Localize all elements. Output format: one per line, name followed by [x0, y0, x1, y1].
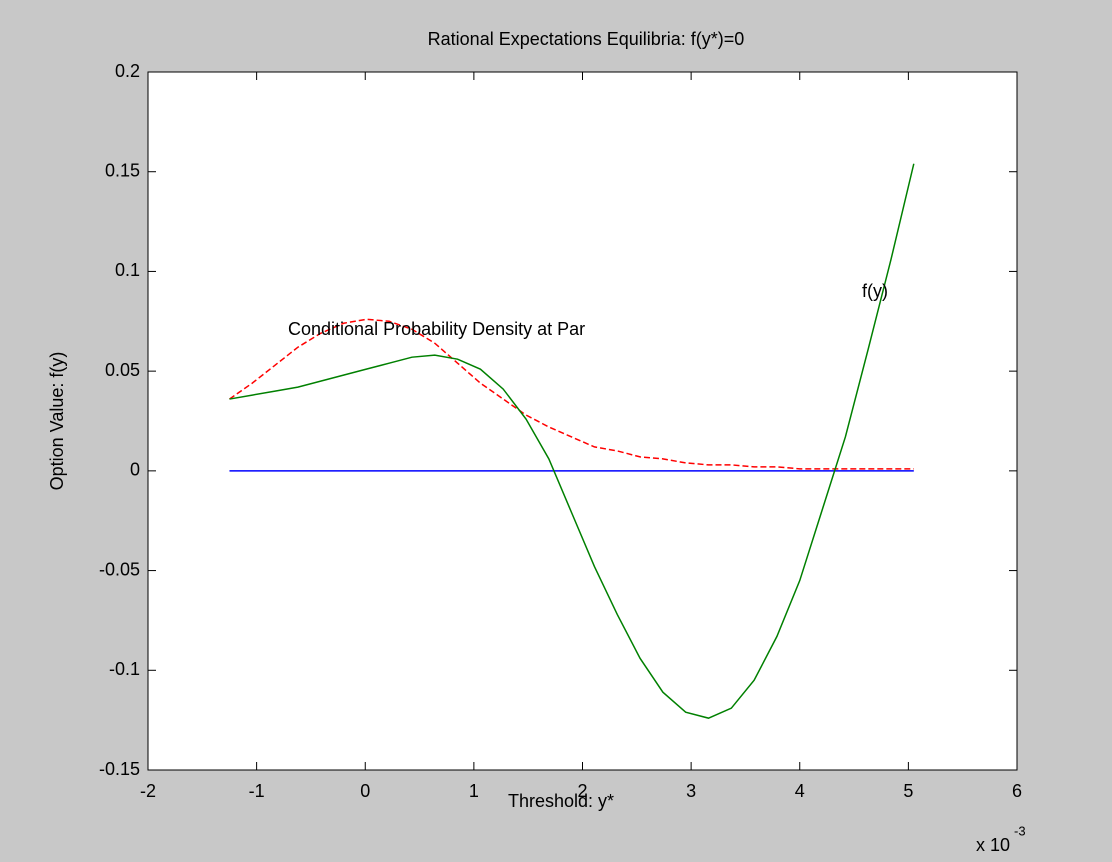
- x-tick-label: -2: [140, 781, 156, 801]
- x-tick-label: 0: [360, 781, 370, 801]
- x-tick-label: 6: [1012, 781, 1022, 801]
- x-tick-label: 1: [469, 781, 479, 801]
- y-tick-label: -0.15: [99, 759, 140, 779]
- y-tick-label: 0.1: [115, 260, 140, 280]
- y-tick-label: 0.2: [115, 61, 140, 81]
- x-tick-label: 3: [686, 781, 696, 801]
- y-tick-label: 0.15: [105, 160, 140, 180]
- x-tick-label: 4: [795, 781, 805, 801]
- y-tick-label: -0.1: [109, 659, 140, 679]
- x-tick-label: 2: [577, 781, 587, 801]
- x-axis-label: Threshold: y*: [508, 791, 614, 811]
- series-line: [229, 318, 914, 470]
- x-exponent-power: -3: [1014, 823, 1026, 838]
- annotation: f(y): [862, 281, 888, 301]
- x-exponent-base: x 10: [976, 835, 1010, 855]
- plot-area: [147, 71, 1018, 771]
- y-tick-label: 0: [130, 460, 140, 480]
- y-axis-label: Option Value: f(y): [47, 352, 67, 491]
- x-tick-label: 5: [903, 781, 913, 801]
- x-tick-label: -1: [249, 781, 265, 801]
- y-tick-label: -0.05: [99, 559, 140, 579]
- chart-title: Rational Expectations Equilibria: f(y*)=…: [428, 29, 745, 49]
- y-tick-label: 0.05: [105, 360, 140, 380]
- series-line: [229, 163, 915, 719]
- annotation: Conditional Probability Density at Par: [288, 319, 585, 339]
